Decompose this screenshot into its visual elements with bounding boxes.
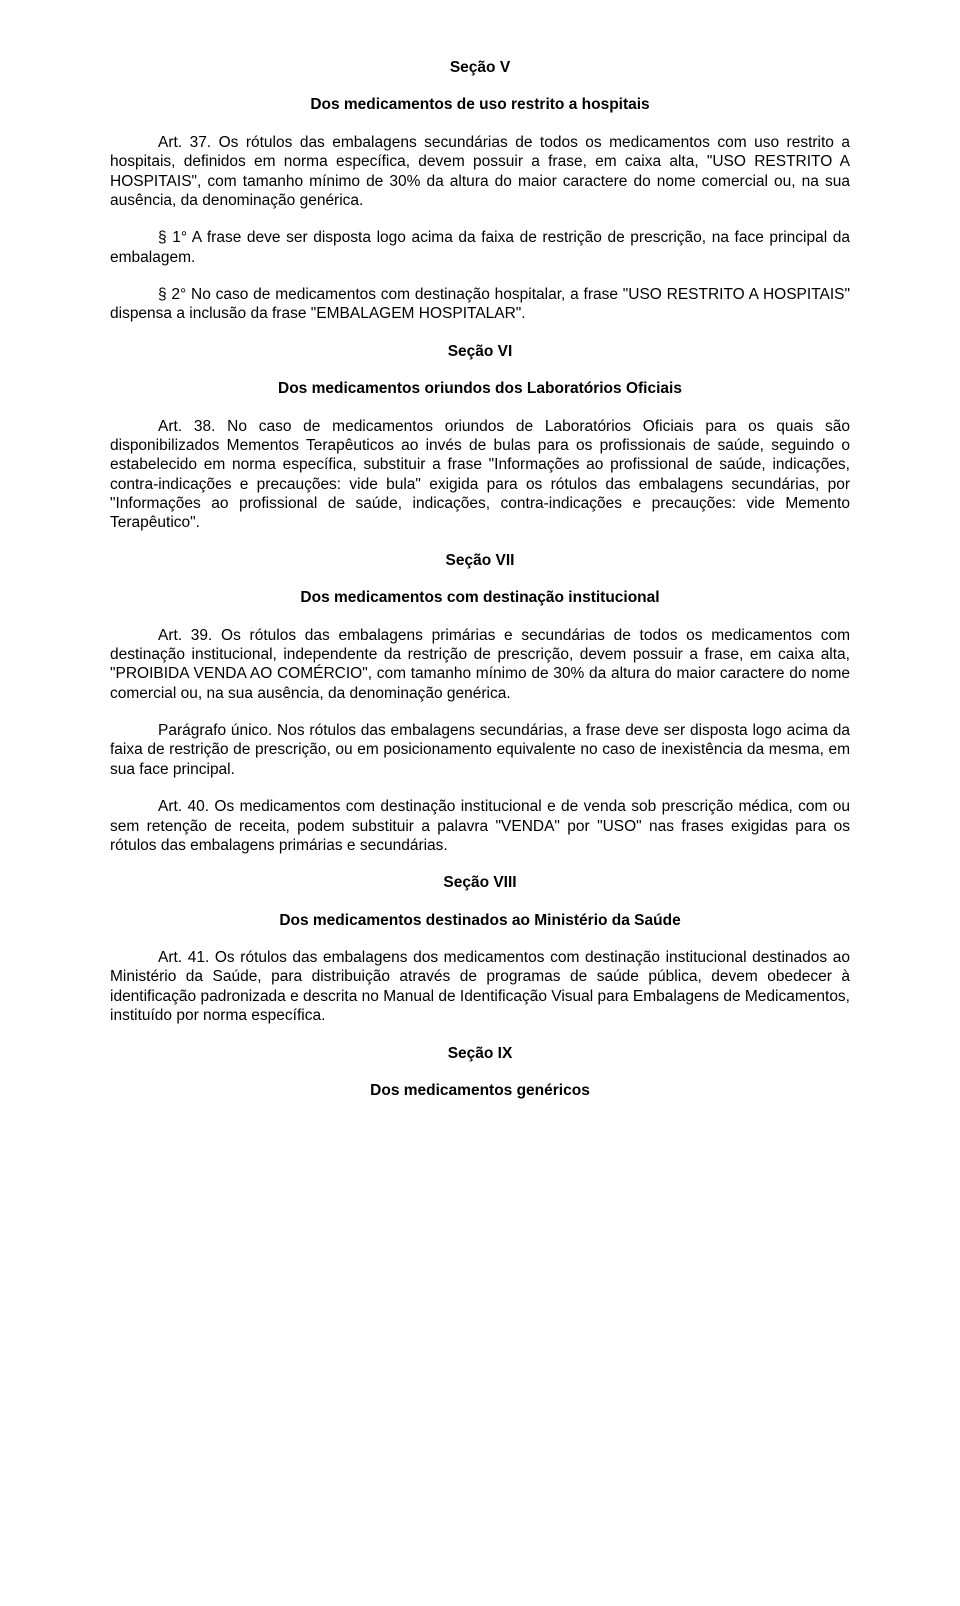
art-37: Art. 37. Os rótulos das embalagens secun… xyxy=(110,133,850,211)
section-9-subtitle: Dos medicamentos genéricos xyxy=(110,1081,850,1100)
section-7-subtitle: Dos medicamentos com destinação instituc… xyxy=(110,588,850,607)
art-39: Art. 39. Os rótulos das embalagens primá… xyxy=(110,626,850,704)
section-5-title: Seção V xyxy=(110,58,850,77)
art-40: Art. 40. Os medicamentos com destinação … xyxy=(110,797,850,855)
art-41: Art. 41. Os rótulos das embalagens dos m… xyxy=(110,948,850,1026)
section-7-title: Seção VII xyxy=(110,551,850,570)
section-8-subtitle: Dos medicamentos destinados ao Ministéri… xyxy=(110,911,850,930)
section-6-subtitle: Dos medicamentos oriundos dos Laboratóri… xyxy=(110,379,850,398)
art-37-par2: § 2° No caso de medicamentos com destina… xyxy=(110,285,850,324)
section-6-title: Seção VI xyxy=(110,342,850,361)
art-39-paragrafo-unico: Parágrafo único. Nos rótulos das embalag… xyxy=(110,721,850,779)
section-5-subtitle: Dos medicamentos de uso restrito a hospi… xyxy=(110,95,850,114)
section-9-title: Seção IX xyxy=(110,1044,850,1063)
art-37-par1: § 1° A frase deve ser disposta logo acim… xyxy=(110,228,850,267)
section-8-title: Seção VIII xyxy=(110,873,850,892)
art-38: Art. 38. No caso de medicamentos oriundo… xyxy=(110,417,850,533)
